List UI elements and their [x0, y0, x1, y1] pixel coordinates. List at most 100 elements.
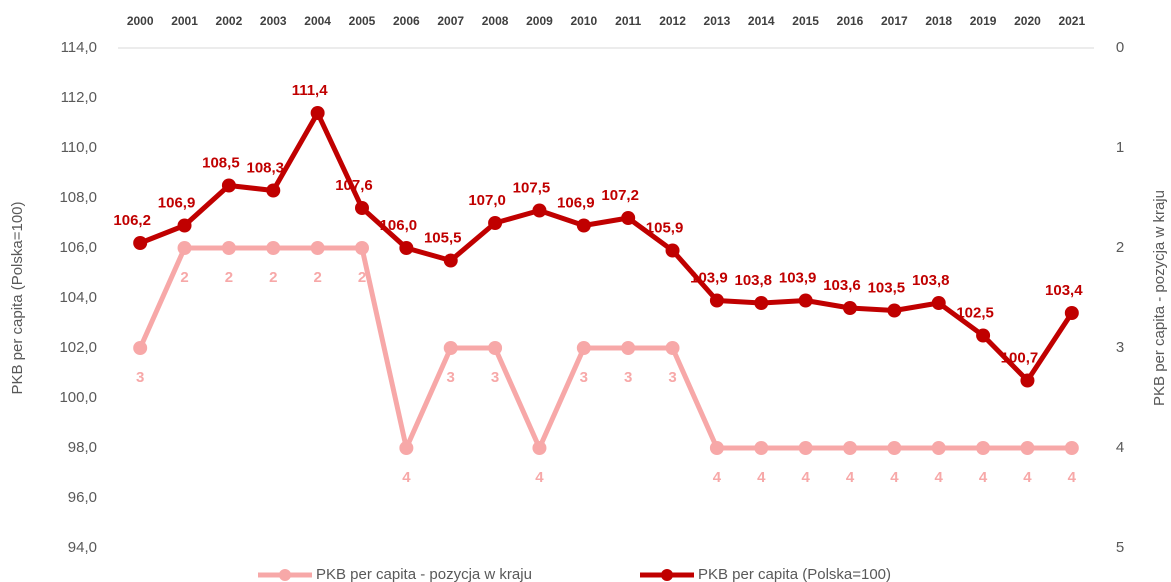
point: [931, 296, 946, 310]
x-tick-label: 2003: [260, 14, 287, 28]
y2-tick-label: 1: [1116, 139, 1124, 156]
data-label: 4: [402, 469, 411, 486]
data-label: 106,9: [557, 194, 595, 211]
point: [399, 241, 414, 255]
x-tick-label: 2012: [659, 14, 686, 28]
data-label: 108,3: [246, 159, 284, 176]
point: [798, 441, 813, 455]
data-label: 2: [358, 269, 366, 286]
y-axis-title: PKB per capita (Polska=100): [9, 201, 26, 394]
y-tick-label: 108,0: [59, 189, 97, 206]
point: [931, 441, 946, 455]
data-label: 103,4: [1045, 282, 1083, 299]
point: [1020, 441, 1035, 455]
point: [443, 253, 458, 268]
x-tick-label: 2001: [171, 14, 198, 28]
data-label: 106,0: [380, 217, 418, 234]
data-label: 105,5: [424, 229, 462, 246]
y-tick-label: 98,0: [68, 439, 97, 456]
point: [576, 341, 591, 355]
data-label: 2: [269, 269, 277, 286]
x-tick-label: 2019: [970, 14, 997, 28]
data-label: 2: [313, 269, 321, 286]
point: [177, 241, 192, 255]
point: [221, 178, 236, 193]
y2-axis-title: PKB per capita - pozycja w kraju: [1151, 190, 1168, 406]
data-label: 3: [447, 369, 455, 386]
data-label: 3: [136, 369, 144, 386]
x-tick-label: 2011: [615, 14, 641, 28]
data-label: 103,8: [734, 272, 772, 289]
data-label: 4: [846, 469, 855, 486]
data-label: 4: [1023, 469, 1032, 486]
x-tick-label: 2008: [482, 14, 509, 28]
x-tick-label: 2014: [748, 14, 775, 28]
data-label: 4: [535, 469, 544, 486]
y2-tick-label: 2: [1116, 239, 1124, 256]
x-tick-label: 2007: [437, 14, 464, 28]
point: [1064, 441, 1079, 455]
point: [976, 328, 991, 343]
point: [754, 441, 769, 455]
point: [133, 236, 148, 250]
point: [355, 201, 369, 215]
data-label: 103,9: [779, 269, 817, 286]
data-label: 103,9: [690, 269, 728, 286]
y2-tick-label: 3: [1116, 339, 1124, 356]
y-tick-label: 100,0: [59, 389, 97, 406]
y-tick-label: 96,0: [68, 489, 97, 506]
data-label: 4: [801, 469, 810, 486]
x-tick-label: 2000: [127, 14, 154, 28]
point: [221, 241, 236, 255]
data-label: 4: [713, 469, 722, 486]
data-label: 4: [757, 469, 766, 486]
legend-label: PKB per capita (Polska=100): [698, 566, 891, 582]
data-label: 106,2: [113, 212, 151, 229]
point: [665, 341, 680, 355]
point: [665, 243, 680, 258]
point: [133, 341, 148, 355]
point: [621, 211, 636, 225]
point: [488, 341, 503, 355]
x-tick-label: 2016: [837, 14, 864, 28]
data-label: 107,0: [468, 192, 506, 209]
point: [843, 441, 857, 455]
data-label: 2: [180, 269, 188, 286]
series-line: [139, 110, 1074, 383]
point: [887, 303, 902, 318]
data-label: 3: [491, 369, 499, 386]
y-tick-label: 114,0: [61, 39, 97, 56]
data-label: 3: [624, 369, 632, 386]
point: [355, 241, 369, 255]
y-tick-label: 106,0: [59, 239, 97, 256]
data-label: 4: [890, 469, 899, 486]
x-tick-label: 2018: [925, 14, 952, 28]
legend-marker: [279, 569, 291, 581]
point: [266, 241, 281, 255]
data-label: 4: [1068, 469, 1077, 486]
x-tick-label: 2009: [526, 14, 553, 28]
data-label: 3: [668, 369, 676, 386]
data-label: 105,9: [646, 219, 684, 236]
point: [621, 341, 636, 355]
data-label: 3: [580, 369, 588, 386]
point: [310, 241, 325, 255]
y-tick-label: 94,0: [68, 539, 97, 556]
y2-tick-label: 5: [1116, 539, 1124, 556]
data-label: 107,2: [601, 187, 639, 204]
legend-label: PKB per capita - pozycja w kraju: [316, 566, 532, 582]
data-label: 111,4: [292, 82, 329, 99]
point: [310, 106, 325, 120]
point: [887, 441, 902, 455]
y-tick-label: 110,0: [61, 139, 97, 156]
legend-marker: [661, 569, 673, 581]
data-label: 108,5: [202, 154, 240, 171]
y2-tick-label: 0: [1116, 39, 1124, 56]
point: [754, 296, 769, 310]
series-line: [137, 245, 1072, 451]
point: [443, 341, 458, 355]
data-label: 102,5: [956, 304, 994, 321]
data-label: 107,5: [513, 179, 551, 196]
point: [709, 293, 724, 308]
data-label: 4: [979, 469, 988, 486]
